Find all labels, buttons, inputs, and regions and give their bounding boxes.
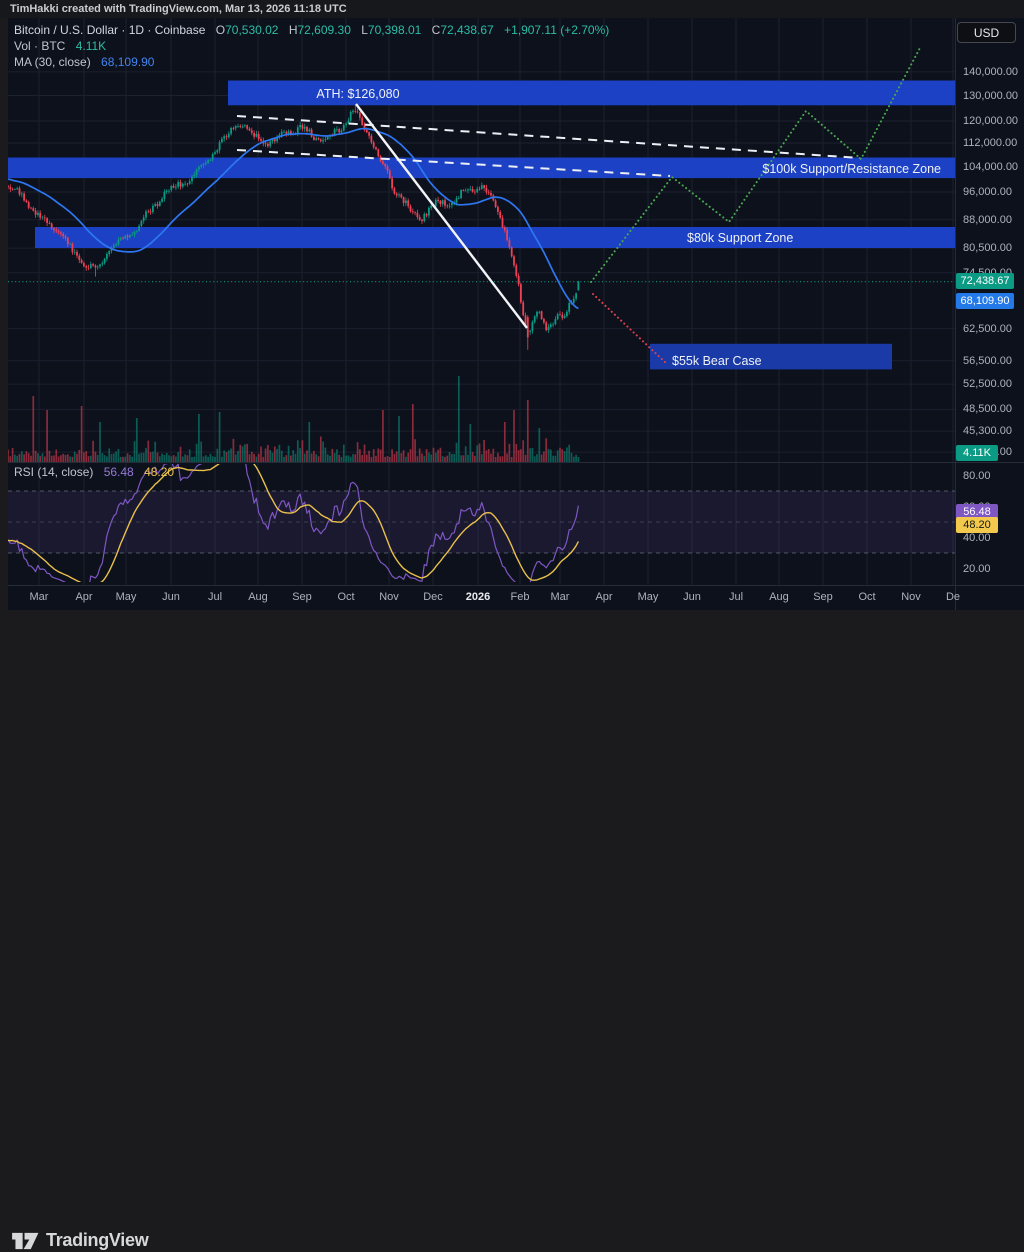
axis-value-badge: 48.20 <box>956 517 998 533</box>
time-tick: Jun <box>683 591 701 603</box>
price-tick: 56,500.00 <box>963 355 1012 367</box>
tradingview-logo-text: TradingView <box>46 1229 149 1250</box>
time-tick: Apr <box>595 591 613 603</box>
axis-value-badge: 4.11K <box>956 445 998 461</box>
time-tick: May <box>637 591 659 603</box>
time-tick: Jun <box>162 591 180 603</box>
time-tick: Nov <box>379 591 399 603</box>
rsi-tick: 80.00 <box>963 470 991 482</box>
time-tick: Nov <box>901 591 921 603</box>
volume-value: 4.11K <box>75 39 107 53</box>
high-value: 72,609.30 <box>297 23 351 37</box>
time-tick: May <box>115 591 137 603</box>
price-tick: 104,000.00 <box>963 161 1019 173</box>
time-tick: De <box>945 591 961 603</box>
low-value: 70,398.01 <box>367 23 422 37</box>
time-tick: Mar <box>550 591 570 603</box>
time-tick: Sep <box>292 591 312 603</box>
time-tick: Feb <box>510 591 530 603</box>
time-tick: Aug <box>248 591 268 603</box>
price-tick: 62,500.00 <box>963 323 1012 335</box>
price-tick: 112,000.00 <box>963 137 1018 149</box>
bottom-bar: TradingView <box>0 610 1024 1250</box>
symbol-row[interactable]: Bitcoin / U.S. Dollar · 1D · Coinbase O7… <box>14 23 609 38</box>
chart-overlays: Bitcoin / U.S. Dollar · 1D · Coinbase O7… <box>0 22 1024 1250</box>
time-tick: Sep <box>813 591 833 603</box>
ma-row[interactable]: MA (30, close) 68,109.90 <box>14 55 609 70</box>
time-tick: Aug <box>769 591 789 603</box>
chart-legend: Bitcoin / U.S. Dollar · 1D · Coinbase O7… <box>14 23 609 71</box>
open-value: 70,530.02 <box>225 23 279 37</box>
change-value: +1,907.11 (+2.70%) <box>504 23 610 37</box>
time-tick: Dec <box>423 591 443 603</box>
rsi-value: 56.48 <box>103 465 134 479</box>
price-tick: 80,500.00 <box>963 242 1012 254</box>
currency-usd-button[interactable]: USD <box>957 22 1016 43</box>
close-value: 72,438.67 <box>440 23 494 37</box>
open-label: O <box>215 23 226 37</box>
axis-value-badge: 72,438.67 <box>956 273 1014 289</box>
rsi-tick: 20.00 <box>963 563 991 575</box>
ma-label: MA (30, close) <box>14 55 91 69</box>
time-tick: Mar <box>29 591 49 603</box>
price-tick: 140,000.00 <box>963 66 1019 78</box>
time-tick: Jul <box>207 591 223 603</box>
attribution-bar: TimHakki created with TradingView.com, M… <box>0 0 1024 18</box>
symbol-title: Bitcoin / U.S. Dollar · 1D · Coinbase <box>14 23 206 37</box>
rsi-label: RSI (14, close) <box>14 465 94 479</box>
tradingview-logo-icon <box>12 1232 39 1250</box>
attribution-text: TimHakki created with TradingView.com, M… <box>10 3 347 15</box>
volume-row[interactable]: Vol · BTC 4.11K <box>14 39 609 54</box>
time-tick: Oct <box>337 591 355 603</box>
axis-value-badge: 68,109.90 <box>956 293 1014 309</box>
price-tick: 52,500.00 <box>963 378 1012 390</box>
low-label: L <box>361 23 368 37</box>
support-resistance-100k-label[interactable]: $100k Support/Resistance Zone <box>762 162 941 176</box>
price-tick: 130,000.00 <box>963 90 1019 102</box>
time-tick: Jul <box>728 591 744 603</box>
rsi-legend[interactable]: RSI (14, close) 56.48 48.20 <box>14 465 174 479</box>
support-80k-label[interactable]: $80k Support Zone <box>687 231 794 245</box>
close-label: C <box>431 23 441 37</box>
axis-value-badge: 56.48 <box>956 504 998 520</box>
high-label: H <box>288 23 298 37</box>
price-tick: 45,300.00 <box>963 425 1012 437</box>
bear-case-55k-label[interactable]: $55k Bear Case <box>672 354 762 368</box>
rsi-ma-value: 48.20 <box>144 465 175 479</box>
volume-label: Vol · BTC <box>14 39 66 53</box>
time-tick: 2026 <box>465 591 491 603</box>
tradingview-logo[interactable]: TradingView <box>12 1228 149 1252</box>
price-tick: 120,000.00 <box>963 115 1019 127</box>
rsi-tick: 40.00 <box>963 532 991 544</box>
price-tick: 48,500.00 <box>963 403 1012 415</box>
price-tick: 88,000.00 <box>963 214 1012 226</box>
price-tick: 96,000.00 <box>963 186 1012 198</box>
ma-value: 68,109.90 <box>101 55 155 69</box>
ath-zone-label[interactable]: ATH: $126,080 <box>316 87 400 101</box>
time-tick: Apr <box>75 591 93 603</box>
time-tick: Oct <box>858 591 876 603</box>
